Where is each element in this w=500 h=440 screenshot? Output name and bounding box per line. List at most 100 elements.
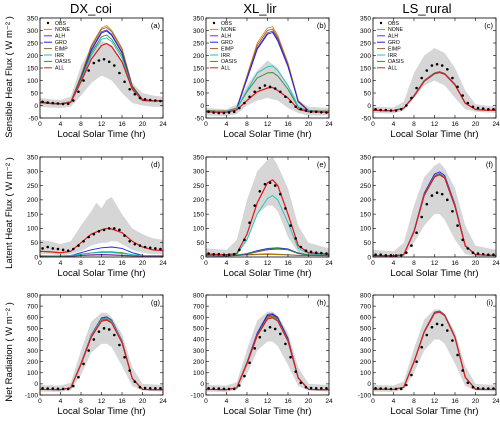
obs-point [273, 87, 277, 90]
y-tick-label: 500 [27, 326, 38, 333]
y-tick-label: 250 [193, 40, 204, 47]
panel-f: 0 4 8 12 16 20 24 0 50 100 150 200 250 300 350 Local So… [360, 154, 500, 279]
y-tick-label: 700 [360, 303, 371, 310]
y-tick-label: 0 [367, 103, 371, 110]
obs-point [309, 110, 313, 114]
obs-point [253, 90, 256, 94]
ylabel-sensible-heat-flux: Sensible Heat Flux ( W m⁻² ) [4, 16, 15, 138]
obs-point [159, 99, 162, 103]
obs-point [56, 102, 60, 105]
legend-label: OBS [388, 21, 399, 27]
x-tick-label: 24 [325, 398, 333, 405]
obs-point [51, 387, 55, 390]
y-tick-label: 800 [360, 292, 371, 299]
legend-label: OASIS [388, 59, 404, 65]
obs-point [138, 244, 142, 247]
y-tick-label: 500 [193, 326, 204, 333]
x-tick-label: 24 [159, 121, 167, 128]
obs-point [138, 385, 142, 389]
obs-point [284, 95, 287, 99]
column-titles: DX_coi XL_lir LS_rural [70, 1, 452, 16]
legend-item-irr: IRR [210, 53, 230, 59]
obs-point [123, 355, 126, 359]
x-tick-label: 4 [59, 398, 63, 405]
legend-label: ALH [388, 34, 398, 40]
column-title-xl-lir: XL_lir [243, 1, 277, 16]
obs-point [217, 252, 221, 256]
obs-point [138, 96, 142, 100]
obs-point [309, 386, 313, 390]
obs-point [107, 227, 111, 230]
obs-point [102, 57, 106, 61]
legend-item-oasis: OASIS [44, 59, 71, 65]
obs-point [304, 249, 308, 253]
panel-c: 0 4 8 12 16 20 24-50050100150200250300350Local… [360, 15, 500, 140]
y-tick-label: -100 [191, 392, 205, 399]
legend-label: IRR [55, 53, 64, 59]
panel-a: 0 4 8 12 16 20 24-50050100150200250300350Local… [27, 15, 167, 140]
x-tick-label: 20 [139, 121, 147, 128]
obs-point [72, 247, 75, 251]
x-tick-label: 16 [284, 121, 292, 128]
x-tick-label: 12 [264, 398, 272, 405]
obs-point [410, 244, 413, 247]
obs-point [405, 251, 408, 255]
obs-point [456, 85, 459, 89]
obs-point [92, 338, 96, 341]
obs-point [451, 76, 454, 80]
panel-tag: (e) [317, 160, 327, 169]
obs-point [435, 62, 439, 66]
ylabel-latent-heat-flux: Latent Heat Flux ( W m⁻² ) [4, 157, 15, 269]
y-tick-label: 50 [364, 90, 372, 97]
obs-point [435, 322, 439, 326]
obs-point [212, 111, 215, 114]
obs-point [410, 373, 413, 377]
obs-point [304, 385, 308, 389]
obs-point [61, 387, 65, 391]
obs-point [492, 253, 495, 257]
obs-point [232, 110, 236, 114]
legend-label: ALL [55, 66, 64, 72]
obs-point [399, 253, 403, 257]
obs-point [154, 99, 157, 102]
obs-point [238, 248, 241, 252]
legend-item-eimp: EIMP [44, 46, 68, 52]
obs-point [248, 361, 251, 365]
column-title-ls-rural: LS_rural [402, 1, 451, 16]
column-title-dx-coi: DX_coi [70, 1, 112, 16]
obs-point [325, 252, 328, 255]
obs-point [41, 387, 44, 390]
x-tick-label: 16 [284, 260, 292, 267]
panel-g: 0 4 8 12 16 20 24-1000100200300400500600700800… [25, 292, 167, 417]
obs-range-band [206, 157, 329, 257]
panel-tag: (b) [317, 21, 327, 30]
obs-point [143, 386, 147, 390]
obs-point [325, 387, 328, 390]
obs-point [446, 198, 449, 202]
obs-point [273, 327, 277, 331]
obs-point [430, 325, 434, 329]
obs-point [320, 251, 323, 255]
obs-point [97, 330, 101, 333]
obs-point [304, 109, 308, 112]
obs-point [46, 387, 49, 390]
legend-item-eimp: EIMP [210, 46, 234, 52]
x-tick-label: 20 [305, 121, 313, 128]
obs-point [243, 374, 246, 378]
y-tick-label: 0 [34, 381, 38, 388]
x-tick-label: 24 [492, 260, 500, 267]
panel-i: 0 4 8 12 16 20 24-1000100200300400500600700800… [358, 292, 500, 417]
x-tick-label: 4 [392, 121, 396, 128]
obs-point [415, 86, 418, 90]
obs-point [207, 252, 210, 255]
legend-label: ALH [55, 34, 65, 40]
obs-point [481, 252, 485, 256]
legend-label: GRO [55, 40, 67, 46]
obs-point [374, 387, 377, 390]
obs-point [258, 335, 262, 339]
obs-point [123, 80, 126, 84]
x-tick-label: 4 [392, 398, 396, 405]
legend-label: NONE [55, 27, 71, 33]
obs-point [77, 244, 80, 247]
